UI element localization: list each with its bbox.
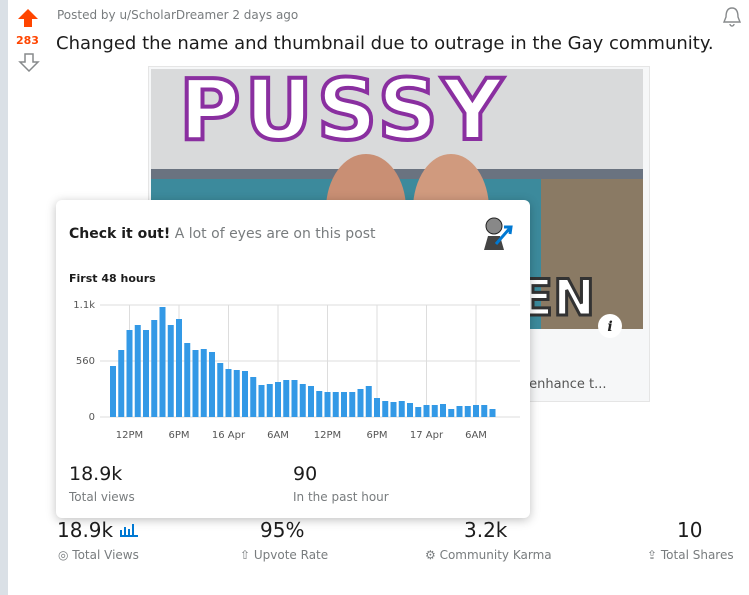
bar: [126, 330, 133, 417]
bar: [473, 405, 479, 417]
bar: [250, 377, 257, 417]
downvote[interactable]: [18, 52, 40, 72]
thumbnail-text: PUSSY: [177, 59, 507, 161]
stat-label: In the past hour: [293, 490, 389, 504]
bar: [110, 366, 116, 417]
bar: [283, 380, 290, 417]
score: 283: [16, 34, 39, 47]
chart-icon: [120, 524, 139, 537]
post-title[interactable]: Changed the name and thumbnail due to ou…: [56, 33, 714, 54]
bar: [242, 371, 248, 417]
bar: [225, 369, 232, 417]
bar: [398, 401, 405, 417]
x-tick-label: 6PM: [168, 430, 189, 441]
bar: [332, 392, 339, 417]
bar: [357, 389, 364, 417]
bar: [209, 352, 215, 417]
bar: [159, 307, 166, 417]
x-tick-label: 16 Apr: [212, 430, 246, 441]
bar: [291, 380, 298, 417]
x-tick-label: 17 Apr: [410, 430, 444, 441]
card-heading: Check it out!: [69, 226, 171, 242]
bar: [423, 405, 430, 417]
x-tick-label: 12PM: [116, 430, 143, 441]
snoo-icon: [484, 217, 513, 250]
svg-text:i: i: [607, 319, 612, 335]
bar: [324, 392, 331, 417]
bar: [275, 382, 281, 417]
bar: [143, 330, 149, 417]
footer-value: 10: [677, 518, 703, 542]
x-tick-label: 6AM: [465, 430, 487, 441]
bar: [448, 409, 455, 417]
footer-value-text: 18.9k: [57, 518, 114, 542]
link-caption: o enhance t...: [517, 377, 607, 392]
bar: [266, 384, 273, 417]
bar: [299, 384, 306, 417]
x-tick-label: 12PM: [314, 430, 341, 441]
bar: [341, 392, 347, 417]
bell[interactable]: [722, 6, 742, 28]
stat-value: 90: [293, 463, 318, 485]
bar: [382, 401, 389, 417]
bar: [440, 404, 446, 417]
footer-label: ⇪ Total Shares: [647, 548, 734, 562]
bar: [349, 392, 356, 417]
bar: [390, 402, 397, 417]
bar: [308, 386, 314, 417]
chart-title: First 48 hours: [69, 272, 156, 285]
bar: [464, 406, 471, 417]
bar: [192, 350, 199, 417]
bar: [167, 325, 174, 417]
bar: [374, 398, 380, 417]
bar: [151, 320, 158, 417]
y-tick-label: 1.1k: [73, 300, 95, 311]
stat-label: Total views: [69, 490, 135, 504]
footer-label: ◎ Total Views: [58, 548, 139, 562]
bar: [456, 406, 463, 417]
bar: [233, 370, 240, 417]
footer-value: 95%: [260, 518, 305, 542]
y-tick-label: 560: [76, 356, 95, 367]
footer-value: 18.9k: [57, 518, 139, 542]
footer-label: ⇧ Upvote Rate: [240, 548, 329, 562]
bar: [489, 409, 496, 417]
thumbnail-text-partial: EN: [517, 268, 596, 329]
bar: [118, 350, 125, 417]
bar: [200, 349, 207, 417]
insight-card: Check it out! A lot of eyes are on this …: [56, 200, 530, 518]
x-tick-label: 6PM: [366, 430, 387, 441]
bar: [217, 363, 224, 417]
footer-label: ⚙ Community Karma: [425, 548, 552, 562]
footer-label-text: Upvote Rate: [253, 548, 329, 562]
side-strip: [0, 0, 8, 595]
bar: [258, 385, 265, 417]
footer-label-text: Community Karma: [439, 548, 552, 562]
x-tick-label: 6AM: [267, 430, 289, 441]
info-icon[interactable]: i: [597, 313, 623, 339]
post-meta: Posted by u/ScholarDreamer 2 days ago: [57, 8, 299, 22]
stat-value: 18.9k: [69, 463, 123, 485]
card-heading-row: Check it out! A lot of eyes are on this …: [69, 226, 376, 242]
bar: [316, 391, 323, 417]
footer-value: 3.2k: [464, 518, 508, 542]
bar: [365, 386, 372, 417]
upvote[interactable]: [17, 8, 39, 28]
y-tick-label: 0: [89, 412, 95, 423]
bar: [407, 403, 413, 417]
card-subheading: A lot of eyes are on this post: [174, 226, 376, 242]
bar: [431, 405, 438, 417]
footer-label-text: Total Views: [72, 548, 139, 562]
bar: [184, 343, 191, 417]
bar: [415, 407, 422, 417]
bar: [176, 319, 182, 417]
footer-label-text: Total Shares: [660, 548, 734, 562]
bar: [134, 325, 141, 417]
bar: [481, 405, 488, 417]
chart: 0 560 1.1k 12PM 6PM 16 Apr 6AM 12PM 6PM 17 Apr 6AM: [73, 300, 520, 441]
